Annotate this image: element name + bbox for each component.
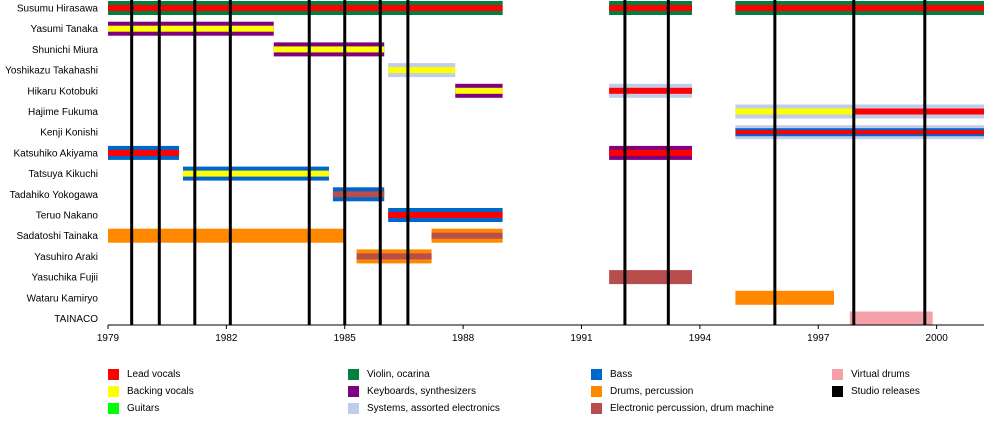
studio-release-line — [773, 0, 777, 325]
member-bar — [735, 290, 835, 305]
studio-release-line — [307, 0, 311, 325]
bar-stripe — [609, 5, 692, 11]
member-bar — [108, 228, 345, 243]
bar-stripe — [182, 170, 329, 177]
member-bar — [455, 83, 503, 98]
bar-band — [609, 270, 692, 285]
bar-stripe — [108, 5, 503, 11]
member-bar — [273, 42, 385, 57]
member-bar — [609, 145, 692, 160]
member-label: Yasuchika Fujii — [31, 273, 98, 284]
member-labels: Susumu Hirasawa Yasumi Tanaka Shunichi Miu… — [5, 4, 98, 326]
studio-release-line — [130, 0, 134, 325]
bar-stripe — [735, 134, 984, 137]
member-bar — [108, 145, 180, 160]
bar-stripe — [388, 212, 503, 218]
member-label: Susumu Hirasawa — [17, 4, 99, 15]
x-tick-label: 1997 — [807, 333, 830, 344]
bar-stripe — [332, 191, 385, 198]
member-label: Tatsuya Kikuchi — [29, 169, 98, 180]
x-tick-label: 1991 — [570, 333, 593, 344]
member-label: Sadatoshi Tainaka — [16, 231, 98, 242]
member-label: Yasuhiro Araki — [34, 252, 98, 263]
member-bar — [182, 166, 329, 181]
bar-stripe — [108, 149, 180, 156]
member-bar — [108, 1, 503, 15]
studio-release-line — [378, 0, 382, 325]
studio-release-line — [193, 0, 197, 325]
studio-release-lines — [130, 0, 927, 325]
bar-stripe — [735, 128, 984, 131]
bar-stripe — [431, 232, 503, 239]
bar-stripe — [356, 253, 432, 260]
studio-release-line — [666, 0, 670, 325]
member-bars — [108, 1, 984, 326]
x-tick-label: 1985 — [334, 333, 357, 344]
member-label: Katsuhiko Akiyama — [14, 148, 99, 159]
bar-stripe — [735, 5, 984, 11]
member-bar — [735, 104, 854, 119]
bar-stripe — [609, 149, 692, 156]
member-bar — [108, 21, 274, 36]
x-tick-label: 1988 — [452, 333, 475, 344]
bar-band — [108, 228, 345, 243]
member-bar — [735, 125, 984, 140]
x-tick-label: 1994 — [689, 333, 712, 344]
member-bar — [853, 104, 984, 119]
bar-band — [849, 311, 933, 326]
member-label: Tadahiko Yokogawa — [10, 190, 99, 201]
studio-release-line — [343, 0, 347, 325]
bar-stripe — [273, 46, 385, 53]
studio-release-line — [623, 0, 627, 325]
member-bar — [849, 311, 933, 326]
bar-stripe — [853, 108, 984, 115]
studio-release-line — [228, 0, 232, 325]
member-bar — [388, 63, 456, 78]
member-label: Yoshikazu Takahashi — [5, 66, 98, 77]
member-label: Hikaru Kotobuki — [27, 86, 98, 97]
member-label: Wataru Kamiryo — [27, 293, 99, 304]
member-label: Yasumi Tanaka — [31, 24, 99, 35]
studio-release-line — [406, 0, 410, 325]
studio-release-line — [157, 0, 161, 325]
member-bar — [609, 1, 692, 15]
bar-stripe — [609, 87, 692, 94]
studio-release-line — [923, 0, 927, 325]
bar-stripe — [735, 129, 984, 136]
studio-release-line — [852, 0, 856, 325]
x-tick-label: 2000 — [926, 333, 949, 344]
bar-stripe — [455, 87, 503, 94]
member-bar — [388, 208, 503, 222]
x-tick-label: 1982 — [215, 333, 238, 344]
member-bar — [609, 270, 692, 285]
member-bar — [609, 83, 692, 98]
member-bar — [431, 228, 503, 243]
member-bar — [735, 1, 984, 15]
x-axis: 1979 1982 1985 1988 1991 1994 1997 2000 — [97, 324, 984, 344]
member-label: Kenji Konishi — [40, 128, 98, 139]
member-label: Shunichi Miura — [32, 45, 99, 56]
bar-stripe — [735, 108, 854, 115]
bar-stripe — [108, 25, 274, 32]
member-label: Hajime Fukuma — [28, 107, 98, 118]
member-bar — [356, 249, 432, 264]
bar-stripe — [388, 67, 456, 74]
member-label: Teruo Nakano — [36, 211, 99, 222]
bar-band — [735, 290, 835, 305]
member-bar — [332, 187, 385, 202]
member-label: TAINACO — [54, 314, 98, 325]
x-tick-label: 1979 — [97, 333, 120, 344]
